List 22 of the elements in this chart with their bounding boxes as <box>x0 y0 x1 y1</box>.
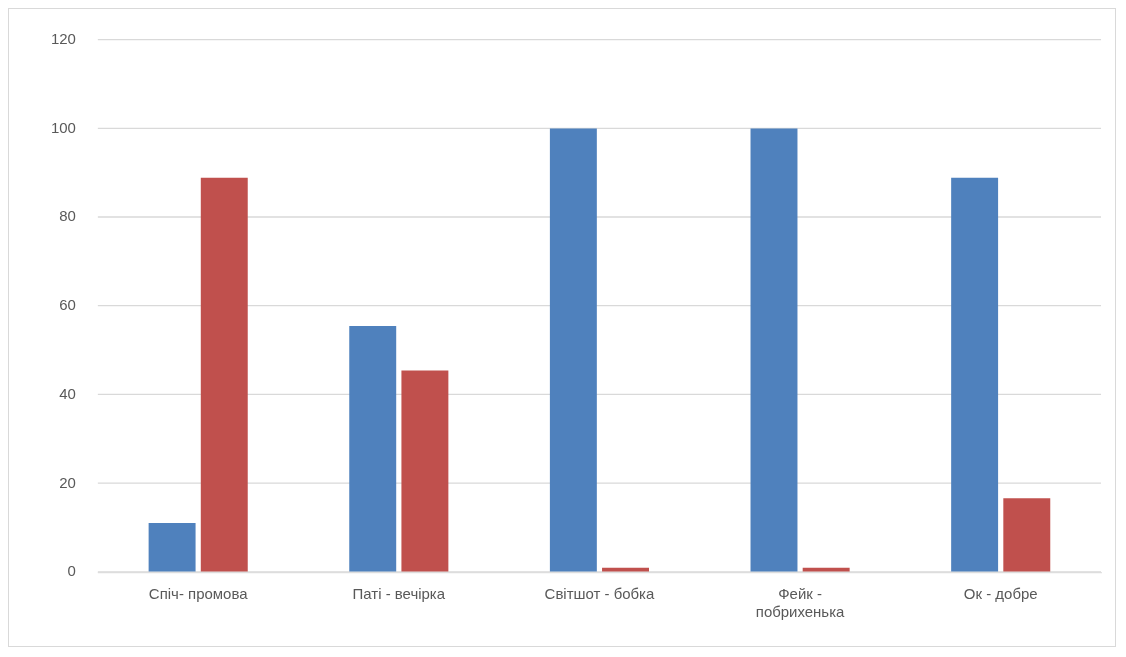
y-tick-label: 40 <box>59 384 76 402</box>
bar <box>602 567 649 572</box>
y-tick-label: 120 <box>50 30 76 48</box>
bar <box>200 177 248 572</box>
bar <box>951 177 999 572</box>
y-tick-label: 80 <box>59 207 76 225</box>
x-tick-label: Світшот - бобка <box>544 585 655 603</box>
bar <box>349 326 397 572</box>
x-tick-label: Спіч- промова <box>148 585 249 603</box>
x-tick-label: Ок - добре <box>963 585 1038 603</box>
bar <box>802 567 850 572</box>
bar <box>148 522 196 572</box>
bar <box>1003 498 1051 572</box>
bar <box>401 370 449 572</box>
y-tick-label: 20 <box>59 473 76 491</box>
x-tick-label: Фейк - побрихенька <box>755 585 846 621</box>
y-tick-label: 60 <box>59 296 76 314</box>
x-tick-label: Паті - вечірка <box>352 585 446 603</box>
bar <box>750 128 798 572</box>
y-tick-label: 0 <box>67 562 76 580</box>
bar <box>549 128 597 572</box>
y-tick-label: 100 <box>50 118 76 136</box>
